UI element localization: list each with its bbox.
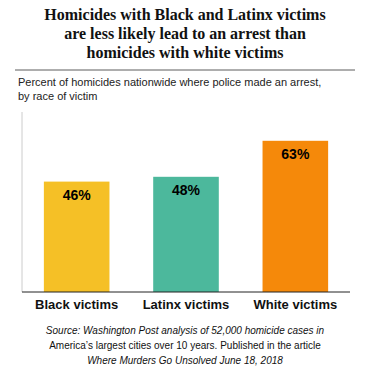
bar	[153, 177, 219, 292]
y-axis-line	[22, 112, 23, 292]
title-rule	[15, 70, 355, 71]
bar	[263, 141, 329, 292]
x-tick-label: White victims	[253, 297, 337, 312]
data-label: 63%	[281, 146, 310, 162]
subtitle-line: by race of victim	[18, 90, 97, 102]
title-line: Homicides with Black and Latinx victims	[44, 6, 325, 23]
bars	[44, 141, 328, 292]
data-label: 48%	[172, 182, 201, 198]
source-line: Source: Washington Post analysis of 52,0…	[46, 325, 325, 336]
source-line: America’s largest cities over 10 years. …	[49, 340, 321, 351]
data-label: 46%	[63, 187, 92, 203]
x-axis-line	[22, 292, 350, 293]
title-line: homicides with white victims	[87, 44, 284, 61]
subtitle-line: Percent of homicides nationwide where po…	[18, 76, 321, 88]
subtitle: Percent of homicides nationwide where po…	[18, 76, 321, 102]
source: Source: Washington Post analysis of 52,0…	[46, 325, 325, 366]
bar	[44, 182, 110, 292]
x-tick-label: Black victims	[35, 297, 118, 312]
source-line: Where Murders Go Unsolved June 18, 2018	[87, 355, 283, 366]
title-line: are less likely lead to an arrest than	[64, 25, 306, 43]
title: Homicides with Black and Latinx victims a…	[44, 6, 325, 61]
x-tick-label: Latinx victims	[143, 297, 230, 312]
chart: Homicides with Black and Latinx victims a…	[0, 0, 370, 391]
